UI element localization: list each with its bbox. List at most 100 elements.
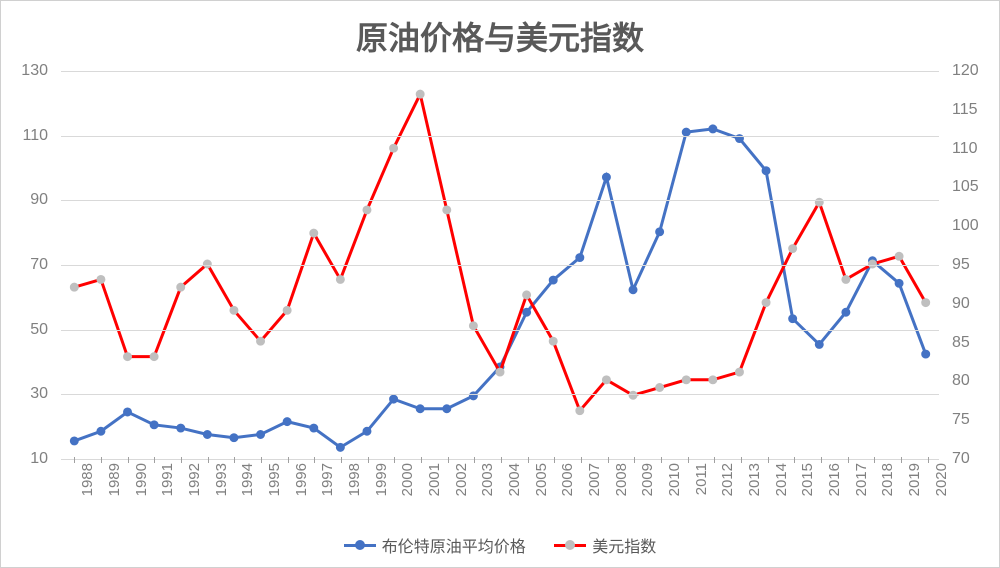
- series-marker-0: [363, 427, 371, 435]
- x-tick: 1990: [133, 463, 150, 496]
- series-marker-1: [150, 353, 158, 361]
- series-marker-0: [469, 392, 477, 400]
- series-marker-1: [922, 299, 930, 307]
- series-marker-1: [682, 376, 690, 384]
- series-line-0: [74, 129, 925, 447]
- y-right-tick: 80: [952, 372, 970, 390]
- x-tick: 1996: [293, 463, 310, 496]
- series-marker-1: [496, 368, 504, 376]
- x-tick: 2018: [879, 463, 896, 496]
- series-marker-1: [549, 337, 557, 345]
- y-left-tick: 70: [30, 256, 48, 274]
- series-marker-0: [283, 418, 291, 426]
- y-right-tick: 75: [952, 411, 970, 429]
- series-marker-1: [523, 291, 531, 299]
- series-marker-0: [70, 437, 78, 445]
- series-marker-0: [257, 431, 265, 439]
- x-tick: 1999: [373, 463, 390, 496]
- series-marker-0: [390, 395, 398, 403]
- series-marker-0: [629, 286, 637, 294]
- series-marker-1: [97, 275, 105, 283]
- plot-area: [61, 71, 939, 457]
- gridline: [61, 330, 939, 331]
- y-right-tick: 105: [952, 178, 979, 196]
- gridline: [61, 394, 939, 395]
- series-marker-1: [576, 407, 584, 415]
- series-marker-1: [842, 275, 850, 283]
- x-tick: 2001: [426, 463, 443, 496]
- series-marker-0: [150, 421, 158, 429]
- series-marker-0: [922, 350, 930, 358]
- x-tick: 2014: [773, 463, 790, 496]
- x-tick: 2004: [506, 463, 523, 496]
- series-marker-1: [735, 368, 743, 376]
- series-marker-0: [523, 308, 531, 316]
- x-tick: 1992: [186, 463, 203, 496]
- y-left-tick: 130: [21, 62, 48, 80]
- series-marker-0: [443, 405, 451, 413]
- y-axis-right: 707580859095100105110115120: [944, 71, 999, 457]
- x-tick: 1988: [79, 463, 96, 496]
- x-tick: 1998: [346, 463, 363, 496]
- y-right-tick: 70: [952, 450, 970, 468]
- series-marker-0: [709, 125, 717, 133]
- legend: 布伦特原油平均价格 美元指数: [1, 533, 999, 557]
- legend-swatch-brent: [344, 544, 376, 547]
- chart-title: 原油价格与美元指数: [1, 1, 999, 67]
- series-marker-0: [177, 424, 185, 432]
- legend-marker-dxy: [565, 540, 575, 550]
- series-marker-1: [602, 376, 610, 384]
- series-marker-0: [230, 434, 238, 442]
- legend-label-brent: 布伦特原油平均价格: [382, 533, 526, 557]
- series-marker-0: [602, 173, 610, 181]
- series-marker-0: [124, 408, 132, 416]
- x-tick: 2017: [853, 463, 870, 496]
- gridline: [61, 265, 939, 266]
- series-marker-0: [895, 279, 903, 287]
- x-tick: 2016: [826, 463, 843, 496]
- series-marker-0: [203, 431, 211, 439]
- x-tick: 2002: [453, 463, 470, 496]
- y-right-tick: 120: [952, 62, 979, 80]
- y-left-tick: 30: [30, 385, 48, 403]
- series-marker-0: [842, 308, 850, 316]
- series-marker-1: [230, 306, 238, 314]
- series-marker-1: [868, 260, 876, 268]
- series-marker-1: [177, 283, 185, 291]
- y-right-tick: 90: [952, 295, 970, 313]
- series-marker-0: [656, 228, 664, 236]
- x-tick: 1993: [213, 463, 230, 496]
- x-tick: 1994: [239, 463, 256, 496]
- y-left-tick: 110: [22, 127, 48, 145]
- x-axis: 1988198919901991199219931994199519961997…: [61, 457, 939, 527]
- x-tick: 2009: [639, 463, 656, 496]
- x-tick: 2013: [746, 463, 763, 496]
- y-left-tick: 10: [30, 450, 48, 468]
- series-marker-1: [469, 322, 477, 330]
- x-tick: 2019: [906, 463, 923, 496]
- series-marker-1: [363, 206, 371, 214]
- x-tick: 1991: [159, 463, 176, 496]
- x-tick: 1989: [106, 463, 123, 496]
- y-right-tick: 110: [952, 140, 978, 158]
- x-tick: 2015: [799, 463, 816, 496]
- series-marker-0: [789, 315, 797, 323]
- x-tick: 2020: [933, 463, 950, 496]
- legend-item-brent: 布伦特原油平均价格: [344, 533, 526, 557]
- series-marker-1: [70, 283, 78, 291]
- x-tick: 2008: [613, 463, 630, 496]
- legend-item-dxy: 美元指数: [554, 533, 656, 557]
- x-tick: 2006: [559, 463, 576, 496]
- x-tick: 1995: [266, 463, 283, 496]
- gridline: [61, 71, 939, 72]
- y-right-tick: 95: [952, 256, 970, 274]
- x-tick: 2012: [719, 463, 736, 496]
- x-tick: 2003: [479, 463, 496, 496]
- legend-label-dxy: 美元指数: [592, 533, 656, 557]
- series-marker-1: [257, 337, 265, 345]
- x-tick: 2007: [586, 463, 603, 496]
- x-tick: 2005: [533, 463, 550, 496]
- series-marker-1: [390, 144, 398, 152]
- series-marker-1: [283, 306, 291, 314]
- series-marker-0: [416, 405, 424, 413]
